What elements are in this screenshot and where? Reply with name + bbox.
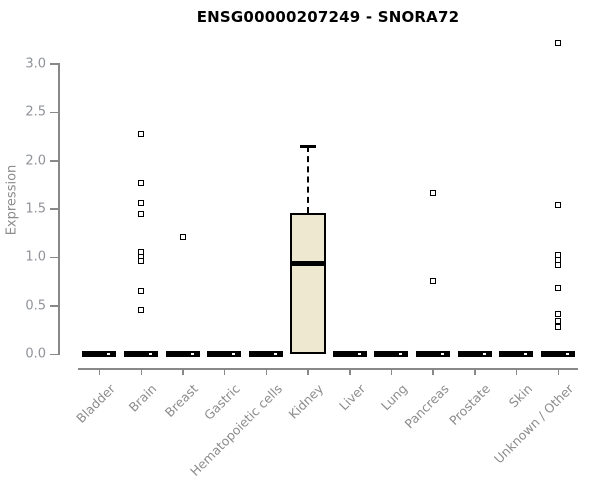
y-tick [50,353,58,355]
outlier-point [138,210,144,217]
zero-median-bar [165,351,200,357]
outlier-point [555,202,561,209]
zero-bar-notch [232,353,236,356]
x-axis-label: Prostate [446,381,494,429]
outlier-point [555,262,561,269]
x-tick [223,368,226,375]
zero-median-bar [415,351,450,357]
x-axis-label: Liver [335,381,369,414]
outlier-point [138,130,144,137]
y-tick-label: 3.0 [25,56,46,72]
x-tick [390,368,393,375]
median-line [289,260,326,266]
y-tick [50,256,58,259]
y-axis-label: Expression [4,164,20,236]
outlier-point [555,285,561,292]
y-tick [50,305,58,307]
outlier-point [555,323,561,330]
zero-bar-notch [440,353,444,356]
x-axis-label: Kidney [285,381,327,422]
outlier-point [555,39,561,46]
x-tick [474,368,476,375]
x-axis-label: Skin [505,381,535,411]
zero-median-bar [374,351,409,357]
x-tick [307,368,309,375]
x-tick [265,368,268,375]
x-axis-label: Breast [162,381,202,421]
outlier-point [138,179,144,186]
zero-median-bar [82,351,117,357]
y-axis-line [58,62,60,355]
y-tick-label: 1.0 [25,249,46,265]
zero-bar-notch [149,353,152,356]
outlier-point [138,258,144,265]
y-tick [50,208,58,210]
zero-bar-notch [274,353,278,356]
outlier-point [179,233,186,240]
x-tick [557,368,559,375]
x-axis-label: Pancreas [401,381,452,432]
whisker-cap [299,145,316,148]
x-axis-label: Brain [125,381,160,415]
x-tick [140,368,142,375]
zero-bar-notch [524,353,528,356]
outlier-point [429,277,436,284]
x-tick [349,368,351,375]
zero-median-bar [457,351,492,357]
x-tick [515,368,518,375]
outlier-point [555,318,561,325]
x-axis-line [78,368,578,370]
chart-title: ENSG00000207249 - SNORA72 [196,8,460,26]
y-tick-label: 0.0 [25,346,46,362]
zero-bar-notch [566,353,569,356]
box [289,212,326,354]
zero-bar-notch [190,353,194,356]
zero-median-bar [249,351,284,357]
zero-median-bar [207,351,242,357]
y-tick-label: 2.5 [25,104,46,120]
zero-bar-notch [357,353,361,356]
outlier-point [138,200,144,207]
outlier-point [555,311,561,318]
zero-bar-notch [107,353,111,356]
x-axis-label: Unknown / Other [491,381,577,467]
x-axis-label: Lung [377,381,410,414]
y-tick-label: 0.5 [25,298,46,314]
y-tick-label: 2.0 [25,153,46,169]
y-tick [50,160,58,162]
zero-median-bar [541,351,575,357]
x-tick [182,368,184,375]
zero-median-bar [124,351,158,357]
whisker [306,146,309,213]
outlier-point [429,190,436,197]
zero-median-bar [332,351,367,357]
zero-bar-notch [399,353,403,356]
zero-bar-notch [482,353,486,356]
y-tick-label: 1.5 [25,201,46,217]
x-tick [432,368,434,375]
y-tick [50,111,58,114]
x-axis-label: Gastric [201,381,244,423]
x-axis-label: Bladder [73,381,118,426]
outlier-point [138,307,144,314]
x-tick [98,368,101,375]
outlier-point [138,288,144,295]
zero-median-bar [499,351,534,357]
y-tick [50,63,58,65]
